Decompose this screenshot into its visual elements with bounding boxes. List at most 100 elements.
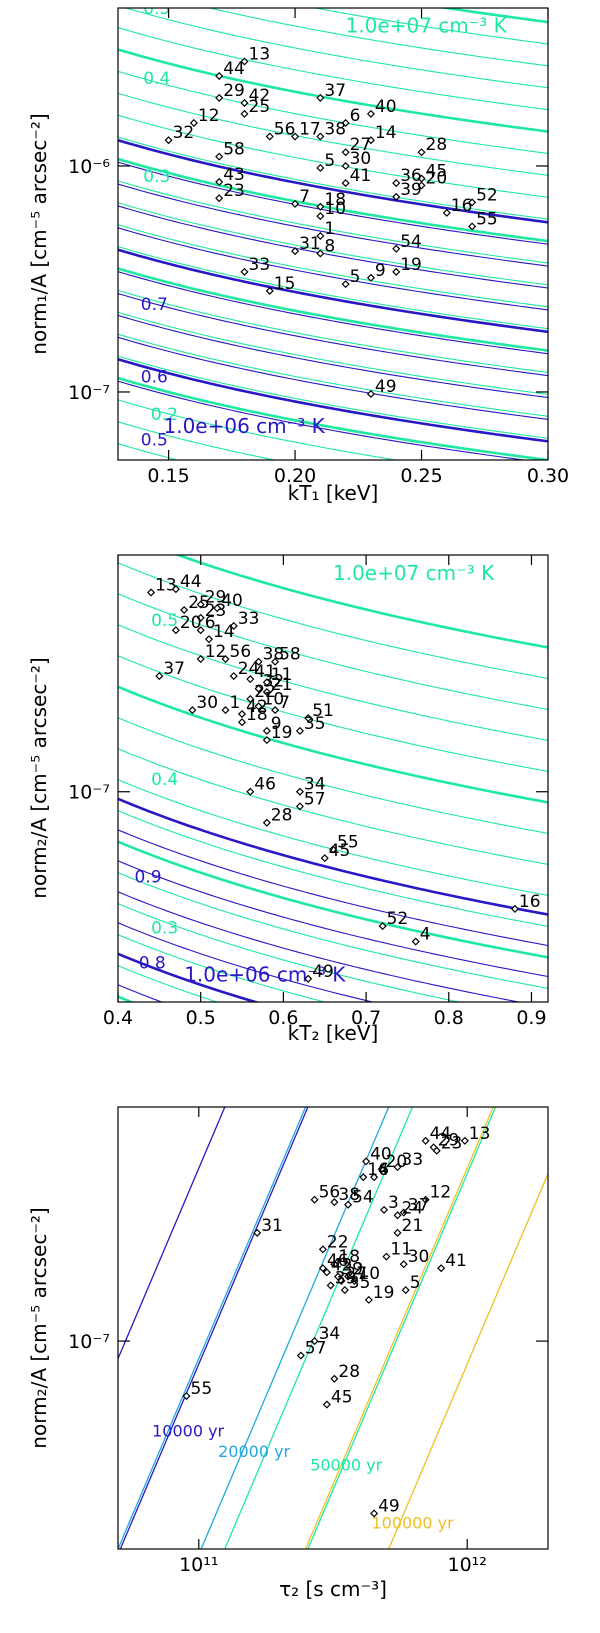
contour-blue-0 — [118, 138, 548, 224]
point-label: 44 — [180, 572, 202, 592]
point-marker — [320, 854, 329, 863]
point-label: 49 — [378, 1497, 400, 1517]
point-marker — [182, 1392, 191, 1401]
point-marker — [304, 713, 313, 723]
contour-green-7 — [118, 748, 548, 865]
point-label: 12 — [198, 106, 220, 126]
point-marker — [421, 1195, 430, 1204]
point-label: 18 — [338, 1247, 360, 1267]
point-label: 29 — [205, 588, 227, 608]
contour-label: 0.3 — [143, 167, 170, 187]
point-label: 4 — [420, 925, 431, 945]
point-label: 13 — [249, 45, 271, 65]
point-label: 33 — [249, 255, 271, 275]
contour-green-10 — [118, 157, 548, 243]
point-marker — [262, 688, 271, 697]
point-label: 49 — [312, 962, 334, 982]
contour-label: 20000 yr — [218, 1442, 290, 1461]
point-label: 22 — [254, 682, 276, 702]
point-marker — [215, 194, 224, 203]
contour-label: 1.0e+06 cm⁻³ K — [164, 414, 326, 438]
contour-blue-6 — [118, 271, 548, 355]
point-label: 43 — [223, 165, 245, 185]
age-line-7 — [388, 1172, 548, 1549]
point-label: 12 — [430, 1183, 452, 1203]
point-label: 37 — [163, 659, 185, 679]
contour-green-17 — [118, 311, 548, 395]
panel-3-age-lines — [118, 1107, 548, 1549]
point-marker — [510, 904, 519, 913]
point-marker — [341, 148, 350, 157]
point-marker — [240, 98, 249, 108]
point-label: 18 — [246, 705, 268, 725]
contour-blue-5 — [118, 952, 260, 1002]
contour-label: 0.5 — [143, 0, 170, 19]
contour-green-5 — [118, 685, 548, 804]
point-label: 52 — [476, 185, 498, 205]
point-label: 42 — [246, 697, 268, 717]
point-label: 31 — [299, 234, 321, 254]
point-label: 55 — [191, 1379, 213, 1399]
point-label: 22 — [327, 1232, 349, 1252]
point-label: 34 — [319, 1324, 341, 1344]
point-label: 5 — [410, 1273, 421, 1293]
point-label: 9 — [271, 714, 282, 734]
point-marker — [265, 132, 274, 141]
point-marker — [399, 1260, 408, 1269]
point-label: 41 — [350, 166, 372, 186]
age-line-5 — [307, 1107, 497, 1549]
contour-green-2 — [207, 8, 548, 67]
panel-3-y-label: norm₂/A [cm⁻⁵ arcsec⁻²] — [27, 1207, 51, 1448]
contour-green-22 — [118, 421, 278, 460]
point-marker — [377, 1165, 386, 1174]
point-label: 19 — [373, 1283, 395, 1303]
point-marker — [171, 626, 180, 635]
panel-1-contour-labels: 0.5 0.4 0.3 1.0e+07 cm⁻³ K 0.7 0.6 0.21.0e+06 … — [141, 0, 508, 450]
point-marker — [254, 702, 263, 711]
contour-label: 1.0e+07 cm⁻³ K — [346, 13, 508, 37]
contour-green-2 — [118, 593, 548, 710]
point-label: 54 — [352, 1188, 374, 1208]
panel-3-frame — [117, 1106, 549, 1550]
point-label: 5 — [350, 267, 361, 287]
point-marker — [296, 1351, 305, 1360]
point-label: 44 — [430, 1124, 452, 1144]
x-tick-label: 0.5 — [186, 1007, 216, 1029]
point-label: 32 — [263, 672, 285, 692]
point-label: 55 — [476, 209, 498, 229]
y-tick-label: 10⁻⁷ — [68, 782, 110, 804]
point-marker — [246, 675, 255, 684]
point-marker — [393, 1163, 402, 1172]
point-marker — [380, 1205, 389, 1214]
panel-1-x-label: kT₁ [keV] — [288, 481, 379, 505]
contour-blue-4 — [118, 922, 375, 1002]
point-label: 20 — [180, 613, 202, 633]
point-marker — [237, 718, 247, 727]
point-marker — [442, 208, 451, 217]
contour-green-12 — [118, 903, 462, 1002]
point-marker — [215, 152, 224, 161]
point-marker — [337, 1276, 346, 1285]
point-marker — [393, 1228, 402, 1237]
point-marker — [417, 181, 426, 190]
point-marker — [432, 1146, 441, 1155]
point-marker — [240, 109, 249, 118]
point-marker — [341, 161, 350, 171]
contour-label: 100000 yr — [372, 1514, 455, 1533]
contour-green-21 — [118, 399, 400, 460]
contour-green-14 — [118, 965, 219, 1002]
panel-1-frame — [117, 7, 549, 461]
point-label: 42 — [331, 1255, 353, 1275]
point-label: 38 — [263, 645, 285, 665]
contour-blue-7 — [118, 293, 548, 377]
contour-green-4 — [118, 27, 548, 111]
panel-2-y-label: norm₂/A [cm⁻⁵ arcsec⁻²] — [27, 657, 51, 898]
point-marker — [291, 132, 300, 141]
point-marker — [316, 163, 325, 172]
point-label: 56 — [319, 1183, 341, 1203]
point-marker — [295, 787, 304, 796]
